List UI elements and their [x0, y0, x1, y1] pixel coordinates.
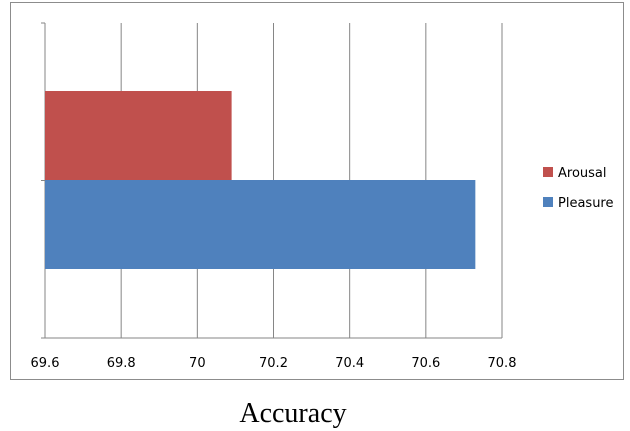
x-tick-label: 70.8 [488, 356, 517, 371]
x-tick-label: 69.8 [107, 356, 136, 371]
x-axis-title: Accuracy [239, 398, 347, 429]
bar-pleasure [45, 180, 476, 269]
legend-label: Arousal [558, 166, 607, 181]
x-tick-label: 70 [189, 356, 206, 371]
bar-arousal [45, 91, 232, 180]
bar-chart: 69.6 69.8 70 70.2 70.4 70.6 70.8 Arousal Pleasur… [31, 22, 614, 371]
x-tick-label: 69.6 [31, 356, 60, 371]
legend-label: Pleasure [558, 196, 614, 211]
legend-swatch [543, 197, 553, 207]
chart-frame: 69.6 69.8 70 70.2 70.4 70.6 70.8 Arousal Pleasur… [10, 2, 624, 380]
x-tick-label: 70.2 [259, 356, 288, 371]
legend-swatch [543, 167, 553, 177]
x-tick-label: 70.4 [335, 356, 364, 371]
x-tick-label: 70.6 [411, 356, 440, 371]
